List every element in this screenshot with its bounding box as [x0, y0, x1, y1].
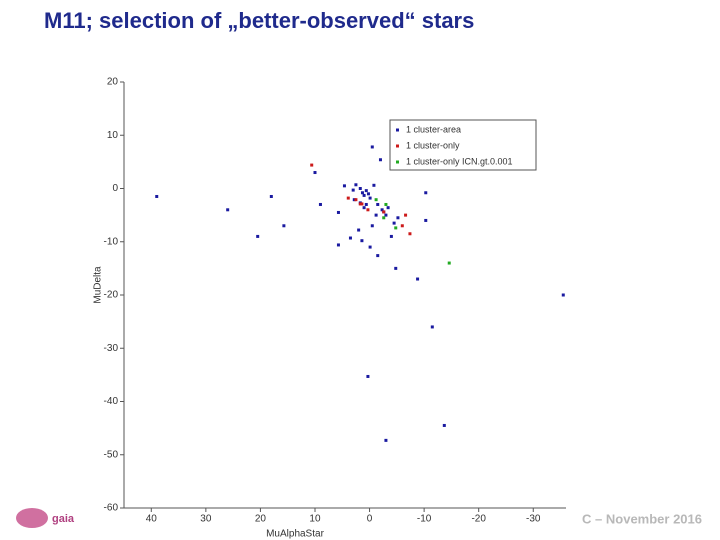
point — [447, 261, 451, 265]
logo-icon — [16, 508, 48, 528]
point — [376, 254, 380, 258]
point — [416, 277, 420, 281]
point — [370, 224, 374, 228]
y-tick-label: 0 — [112, 183, 118, 194]
point — [384, 202, 388, 206]
point — [362, 193, 366, 197]
point — [354, 198, 358, 202]
point — [442, 423, 446, 427]
point — [366, 192, 370, 196]
point — [256, 234, 260, 238]
point — [380, 208, 384, 212]
point — [386, 206, 390, 210]
point — [396, 216, 400, 220]
point — [384, 438, 388, 442]
legend-label: 1 cluster-only ICN.gt.0.001 — [406, 156, 513, 166]
point — [372, 183, 376, 187]
point — [269, 194, 273, 198]
point — [226, 208, 230, 212]
point — [362, 206, 366, 210]
point — [384, 213, 388, 217]
point — [370, 145, 374, 149]
y-axis-label: MuDelta — [93, 266, 104, 304]
plot: 20 10 0 -10 -20 -30 -40 -50 -60 40 30 20 10 0 -10 -20 -3… — [93, 77, 566, 540]
point — [404, 213, 408, 217]
point — [561, 293, 565, 297]
point — [360, 191, 364, 195]
x-tick-label: 30 — [200, 514, 212, 525]
point — [336, 243, 340, 247]
point — [368, 196, 372, 200]
point — [336, 210, 340, 214]
y-tick-label: -10 — [104, 236, 119, 247]
x-tick-label: 0 — [367, 514, 373, 525]
point — [376, 202, 380, 206]
point — [351, 188, 355, 192]
x-tick-label: 20 — [255, 514, 267, 525]
point — [400, 224, 404, 228]
point — [155, 194, 159, 198]
point — [364, 202, 368, 206]
point — [389, 234, 393, 238]
x-tick-label: 40 — [146, 514, 158, 525]
slide-title: M11; selection of „better-observed“ star… — [44, 8, 474, 33]
x-tick-label: 10 — [309, 514, 321, 525]
legend-marker — [396, 144, 399, 148]
legend-marker — [396, 160, 399, 164]
point — [348, 236, 352, 240]
y-tick-label: -50 — [104, 449, 119, 460]
point — [430, 325, 434, 329]
legend-label: 1 cluster-area — [406, 124, 461, 134]
point — [364, 189, 368, 193]
point — [374, 198, 378, 202]
point — [366, 208, 370, 212]
point — [352, 198, 356, 202]
point — [318, 202, 322, 206]
point — [366, 374, 370, 378]
point — [424, 218, 428, 222]
legend-marker — [396, 128, 399, 132]
x-tick-label: -20 — [471, 514, 486, 525]
x-tick-label: -10 — [417, 514, 432, 525]
point — [360, 202, 364, 206]
y-tick-label: -30 — [104, 343, 119, 354]
point — [408, 232, 412, 236]
point — [346, 196, 350, 200]
point — [368, 245, 372, 249]
x-axis-label: MuAlphaStar — [266, 529, 324, 540]
y-tick-label: 10 — [107, 130, 119, 141]
point — [313, 171, 317, 175]
point — [378, 158, 382, 162]
point — [342, 184, 346, 188]
point — [358, 202, 362, 206]
point — [392, 221, 396, 225]
x-tick-label: -30 — [526, 514, 541, 525]
legend-box — [389, 119, 537, 171]
y-tick-label: -60 — [104, 503, 119, 514]
point — [354, 183, 358, 187]
legend-label: 1 cluster-only — [406, 140, 460, 150]
point — [358, 187, 362, 190]
point — [382, 210, 386, 214]
logo-text: gaia — [52, 513, 75, 525]
point — [360, 239, 364, 243]
point — [310, 163, 314, 167]
point — [282, 224, 286, 228]
point — [374, 213, 378, 217]
footer-text: C – November 2016 — [582, 511, 702, 526]
point — [357, 228, 361, 232]
y-tick-label: -20 — [104, 290, 119, 301]
point — [382, 216, 386, 220]
point — [424, 191, 428, 195]
point — [394, 226, 398, 230]
y-tick-label: 20 — [107, 77, 119, 88]
point — [394, 266, 398, 270]
y-tick-label: -40 — [104, 396, 119, 407]
